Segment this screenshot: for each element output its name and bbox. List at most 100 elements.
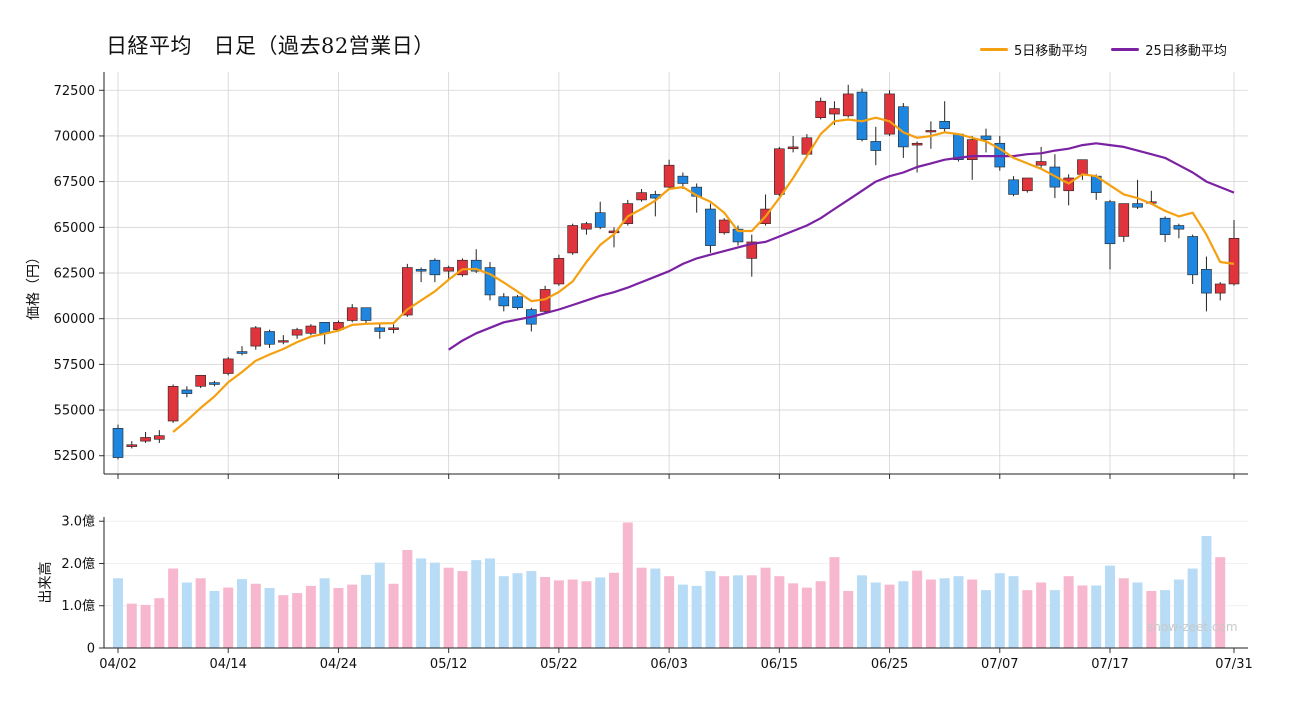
volume-tick-label: 0 (87, 642, 95, 657)
candle-up (787, 146, 799, 150)
chart-legend: 5日移動平均 25日移動平均 (980, 40, 1227, 59)
candle-down (1104, 201, 1116, 245)
volume-bar (388, 583, 399, 648)
volume-bar (402, 549, 413, 648)
volume-bar (567, 579, 578, 648)
volume-bar (278, 595, 289, 648)
watermark: show-zeet.com (1147, 620, 1238, 634)
candle-up (774, 148, 785, 195)
legend-ma5-label: 5日移動平均 (1014, 44, 1088, 59)
volume-bar (485, 558, 495, 648)
volume-bar (1008, 576, 1019, 648)
volume-bar (374, 562, 385, 648)
volume-bar (168, 568, 179, 648)
date-tick-label: 04/14 (209, 657, 246, 672)
legend-ma25-swatch (1111, 48, 1140, 51)
price-tick-label: 60000 (54, 312, 95, 327)
candle-up (966, 139, 978, 161)
volume-bar (457, 571, 468, 648)
volume-bar (912, 570, 923, 648)
volume-bar (788, 583, 799, 648)
volume-bar (760, 567, 771, 648)
volume-bar (664, 576, 675, 648)
volume-tick-label: 2.0億 (61, 556, 95, 572)
volume-bar (1215, 557, 1226, 648)
price-tick-label: 65000 (54, 221, 95, 236)
candle-up (718, 219, 730, 234)
volume-bar (113, 578, 123, 648)
candle-up (443, 267, 454, 272)
volume-bar (774, 576, 785, 648)
candle-down (898, 106, 909, 148)
candle-down (677, 175, 689, 184)
volume-bar (981, 590, 991, 648)
volume-bar (512, 573, 523, 648)
volume-bar (195, 578, 206, 648)
volume-bar (1173, 579, 1184, 648)
candle-down (181, 389, 193, 394)
volume-bar (1160, 590, 1171, 648)
candle-up (663, 164, 675, 188)
candle-up (388, 327, 399, 330)
date-tick-label: 06/25 (871, 657, 908, 672)
volume-bar (815, 581, 826, 648)
volume-bar (209, 590, 220, 648)
volume-bar (333, 587, 344, 648)
volume-bar (429, 562, 440, 648)
candle-up (746, 241, 758, 259)
candle-down (319, 322, 330, 334)
candle-up (291, 329, 303, 336)
volume-bar (953, 576, 964, 648)
volume-bar (237, 579, 247, 648)
price-tick-label: 57500 (54, 358, 95, 373)
candle-up (346, 307, 358, 321)
candle-down (1187, 236, 1198, 276)
volume-bar (1091, 585, 1102, 648)
volume-bar (581, 581, 592, 648)
candle-down (360, 307, 372, 321)
legend-ma25-label: 25日移動平均 (1145, 44, 1227, 59)
date-tick-label: 07/07 (981, 657, 1018, 672)
volume-tick-label: 1.0億 (61, 598, 95, 614)
candle-down (415, 269, 427, 272)
volume-bar (705, 571, 716, 648)
volume-bar (416, 558, 427, 648)
price-tick-label: 52500 (54, 449, 95, 464)
price-tick-label: 70000 (54, 129, 95, 144)
candle-down (980, 135, 992, 140)
candle-up (842, 93, 854, 117)
candle-down (1132, 203, 1143, 208)
volume-bar (595, 577, 606, 648)
volume-bar (471, 560, 482, 648)
chart-title: 日経平均 日足（過去82営業日） (106, 34, 435, 58)
volume-bar (622, 522, 633, 648)
volume-bar (1049, 590, 1060, 648)
legend-ma5: 5日移動平均 (980, 40, 1087, 59)
candle-up (1077, 159, 1088, 175)
volume-bar (746, 575, 757, 648)
candle-down (429, 259, 441, 276)
date-tick-label: 07/17 (1091, 657, 1128, 672)
volume-bar (898, 581, 909, 648)
volume-bar (347, 584, 358, 648)
volume-bar (967, 579, 978, 648)
candle-down (594, 212, 606, 228)
candle-up (305, 325, 317, 334)
candle-up (1035, 161, 1047, 166)
volume-bar (994, 573, 1005, 648)
volume-bar (857, 575, 867, 648)
candle-down (112, 428, 124, 458)
volume-bar (181, 582, 192, 648)
candle-up (457, 259, 468, 276)
volume-bar (319, 578, 330, 648)
volume-bar (1118, 578, 1129, 648)
date-tick-label: 05/22 (540, 657, 577, 672)
candle-up (925, 130, 937, 133)
date-tick-label: 04/24 (320, 657, 357, 672)
volume-bar (264, 587, 275, 648)
volume-bar (1022, 590, 1033, 648)
volume-bar (361, 574, 371, 648)
volume-bar (1063, 576, 1074, 648)
volume-bar (870, 582, 881, 648)
